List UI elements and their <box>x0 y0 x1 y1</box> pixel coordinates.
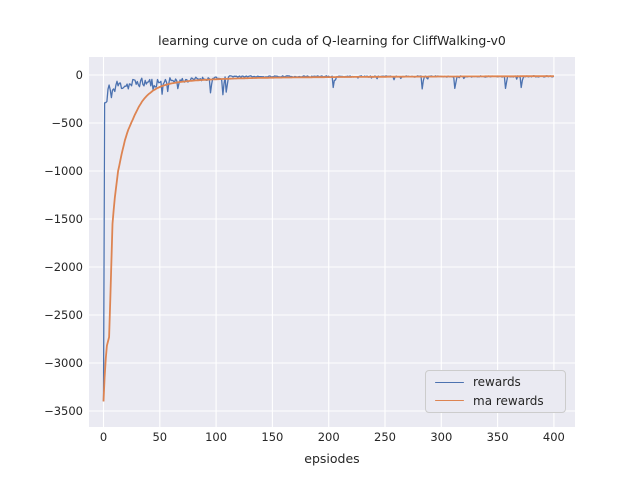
x-tick-label: 0 <box>99 430 108 444</box>
legend-item-rewards: rewards <box>426 373 565 391</box>
chart-title: learning curve on cuda of Q-learning for… <box>158 33 506 48</box>
x-tick-label: 350 <box>486 430 509 444</box>
y-tick-label: −3500 <box>44 404 83 418</box>
y-tick-label: −2000 <box>44 260 83 274</box>
legend: rewards ma rewards <box>425 370 566 413</box>
x-axis-label: epsiodes <box>304 451 360 466</box>
y-tick-label: −500 <box>51 116 83 130</box>
x-tick-label: 300 <box>430 430 453 444</box>
y-tick-label: −1000 <box>44 164 83 178</box>
ma-rewards-line-swatch <box>435 400 464 402</box>
x-tick-label: 200 <box>317 430 340 444</box>
x-tick-label: 50 <box>152 430 168 444</box>
plot-background <box>89 57 575 427</box>
rewards-line-swatch <box>435 381 464 383</box>
plot-area <box>89 57 575 427</box>
y-tick-label: −2500 <box>44 308 83 322</box>
y-tick-label: 0 <box>75 68 83 82</box>
x-tick-label: 400 <box>542 430 565 444</box>
x-tick-label: 100 <box>205 430 228 444</box>
legend-label-ma-rewards: ma rewards <box>473 393 544 408</box>
x-tick-label: 250 <box>374 430 396 444</box>
y-tick-label: −1500 <box>44 212 83 226</box>
y-tick-label: −3000 <box>44 356 83 370</box>
legend-label-rewards: rewards <box>473 375 521 390</box>
x-tick-label: 150 <box>261 430 284 444</box>
legend-item-ma-rewards: ma rewards <box>426 392 565 410</box>
ma-rewards-line <box>102 75 554 402</box>
